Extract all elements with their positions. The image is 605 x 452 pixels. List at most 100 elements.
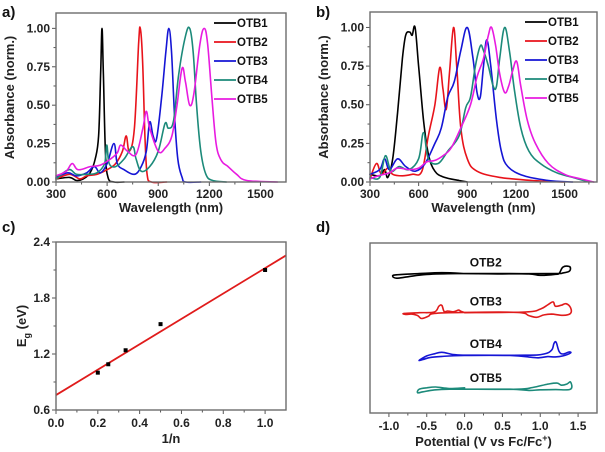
panel-c-bandgap-fit: c) 0.0 0.2 0.4 0.6 0.8 1.0 0.6 1.2 1.8 2.4 1/n Eg… bbox=[2, 219, 287, 446]
x-tick-label: 900 bbox=[457, 187, 477, 201]
panel-a-frame bbox=[55, 12, 287, 183]
panel-c-marks bbox=[55, 254, 287, 396]
panel-c-x-axis-title: 1/n bbox=[162, 431, 181, 446]
y-tick-label: 0.50 bbox=[27, 98, 51, 112]
series-line-otb3 bbox=[369, 26, 574, 183]
cv-label-otb3: OTB3 bbox=[470, 295, 502, 309]
panel-a-absorbance-solution: a) 300 600 900 1200 1500 0.00 0.25 0.50 0.75 1.00… bbox=[2, 4, 287, 215]
panel-a-x-axis-title: Wavelength (nm) bbox=[119, 200, 223, 215]
panel-a-legend: OTB1 OTB2 OTB3 OTB4 OTB5 bbox=[214, 18, 268, 106]
x-tick-label: 1.0 bbox=[532, 419, 549, 433]
fit-line bbox=[55, 254, 287, 396]
y-tick-label: 1.2 bbox=[33, 347, 50, 361]
panel-b-absorbance-film: b) 300 600 900 1200 1500 0.00 0.25 0.50 0.75 1.00… bbox=[316, 4, 598, 215]
x-tick-label: 600 bbox=[97, 187, 117, 201]
series-line-otb5 bbox=[369, 26, 595, 183]
series-line-otb2 bbox=[55, 26, 168, 184]
x-tick-label: 0.6 bbox=[173, 416, 190, 430]
panel-b-curves bbox=[369, 25, 595, 183]
y-tick-label: 0.25 bbox=[341, 136, 365, 150]
y-tick-label: 0.25 bbox=[27, 137, 51, 151]
panel-label-a: a) bbox=[2, 4, 15, 21]
y-tick-label: 0.75 bbox=[27, 60, 51, 74]
x-tick-label: 0.4 bbox=[131, 416, 148, 430]
panel-b-x-axis-title: Wavelength (nm) bbox=[431, 200, 535, 215]
x-tick-label: 1500 bbox=[551, 187, 578, 201]
panel-label-d: d) bbox=[316, 219, 330, 236]
x-tick-label: 1.0 bbox=[257, 416, 274, 430]
xlabel-superscript: + bbox=[542, 433, 547, 443]
x-tick-label: 1200 bbox=[196, 187, 223, 201]
data-point bbox=[158, 322, 163, 327]
legend-label-otb1: OTB1 bbox=[237, 18, 268, 30]
panel-b-y-axis-title: Absorbance (norm.) bbox=[316, 35, 331, 159]
y-tick-label: 0.00 bbox=[27, 175, 51, 189]
panel-b-frame bbox=[369, 11, 598, 183]
legend-label-otb1: OTB1 bbox=[548, 17, 579, 29]
x-tick-label: 300 bbox=[360, 187, 380, 201]
x-tick-label: 0.2 bbox=[89, 416, 106, 430]
panel-c-frame bbox=[55, 241, 287, 411]
y-tick-label: 1.00 bbox=[27, 21, 51, 35]
cv-curve-otb5 bbox=[416, 381, 573, 394]
panel-b-legend: OTB1 OTB2 OTB3 OTB4 OTB5 bbox=[525, 17, 579, 105]
cv-curve-otb4 bbox=[418, 340, 572, 362]
y-tick-label: 0.50 bbox=[341, 98, 365, 112]
panel-d-x-axis-title: Potential (V vs Fc/Fc+) bbox=[415, 433, 552, 449]
panel-c-y-axis-title: Eg (eV) bbox=[14, 305, 32, 347]
cv-label-otb2: OTB2 bbox=[470, 256, 502, 270]
x-tick-label: 300 bbox=[46, 187, 66, 201]
x-tick-label: 0.0 bbox=[456, 419, 473, 433]
panel-d-curves: OTB2 OTB3 OTB4 OTB5 bbox=[391, 256, 573, 394]
cv-curve-otb2 bbox=[391, 265, 572, 280]
panel-label-c: c) bbox=[2, 219, 15, 236]
x-tick-label: 900 bbox=[148, 187, 168, 201]
ylabel-main: E bbox=[14, 338, 29, 347]
panel-label-b: b) bbox=[316, 4, 330, 21]
legend-label-otb5: OTB5 bbox=[548, 93, 579, 105]
legend-label-otb3: OTB3 bbox=[237, 56, 268, 68]
panel-d-frame bbox=[369, 242, 598, 414]
cv-curve-otb3 bbox=[402, 301, 573, 320]
legend-label-otb3: OTB3 bbox=[548, 55, 579, 67]
series-line-otb4 bbox=[55, 26, 228, 183]
ylabel-subscript: g bbox=[22, 333, 32, 339]
data-point bbox=[106, 362, 111, 367]
legend-label-otb2: OTB2 bbox=[237, 37, 268, 49]
x-tick-label: 600 bbox=[409, 187, 429, 201]
panel-a-y-axis-title: Absorbance (norm.) bbox=[2, 36, 17, 160]
data-point bbox=[123, 348, 128, 353]
xlabel-end: ) bbox=[548, 434, 552, 449]
x-tick-label: -0.5 bbox=[416, 419, 437, 433]
xlabel-main: Potential (V vs Fc/Fc bbox=[415, 434, 542, 449]
y-tick-label: 1.00 bbox=[341, 20, 365, 34]
series-line-otb1 bbox=[369, 25, 469, 183]
y-tick-label: 0.6 bbox=[33, 403, 50, 417]
x-tick-label: 0.8 bbox=[215, 416, 232, 430]
panel-a-ticks: 300 600 900 1200 1500 0.00 0.25 0.50 0.75 1.00 bbox=[27, 21, 274, 201]
data-point bbox=[95, 370, 100, 375]
panel-c-ticks: 0.0 0.2 0.4 0.6 0.8 1.0 0.6 1.2 1.8 2.4 bbox=[33, 235, 273, 430]
y-tick-label: 1.8 bbox=[33, 291, 50, 305]
data-point bbox=[263, 268, 268, 272]
series-line-otb5 bbox=[55, 27, 279, 183]
ylabel-unit: (eV) bbox=[14, 305, 29, 333]
y-tick-label: 0.75 bbox=[341, 59, 365, 73]
x-tick-label: 1.5 bbox=[570, 419, 587, 433]
legend-label-otb4: OTB4 bbox=[548, 74, 579, 86]
y-tick-label: 2.4 bbox=[33, 235, 50, 249]
x-tick-label: 0.5 bbox=[494, 419, 511, 433]
y-tick-label: 0.00 bbox=[341, 175, 365, 189]
cv-label-otb4: OTB4 bbox=[470, 337, 502, 351]
x-tick-label: -1.0 bbox=[379, 419, 400, 433]
legend-label-otb2: OTB2 bbox=[548, 36, 579, 48]
cv-label-otb5: OTB5 bbox=[470, 371, 502, 385]
legend-label-otb4: OTB4 bbox=[237, 75, 268, 87]
panel-d-cyclic-voltammetry: d) OTB2 OTB3 OTB4 OTB5 -1.0 -0.5 0.0 0.5 1.0 1.5… bbox=[316, 219, 598, 449]
legend-label-otb5: OTB5 bbox=[237, 94, 268, 106]
series-line-otb3 bbox=[55, 27, 202, 184]
panel-b-ticks: 300 600 900 1200 1500 0.00 0.25 0.50 0.75 1.00 bbox=[341, 20, 590, 201]
panel-d-ticks: -1.0 -0.5 0.0 0.5 1.0 1.5 bbox=[379, 413, 587, 433]
x-tick-label: 1200 bbox=[503, 187, 530, 201]
